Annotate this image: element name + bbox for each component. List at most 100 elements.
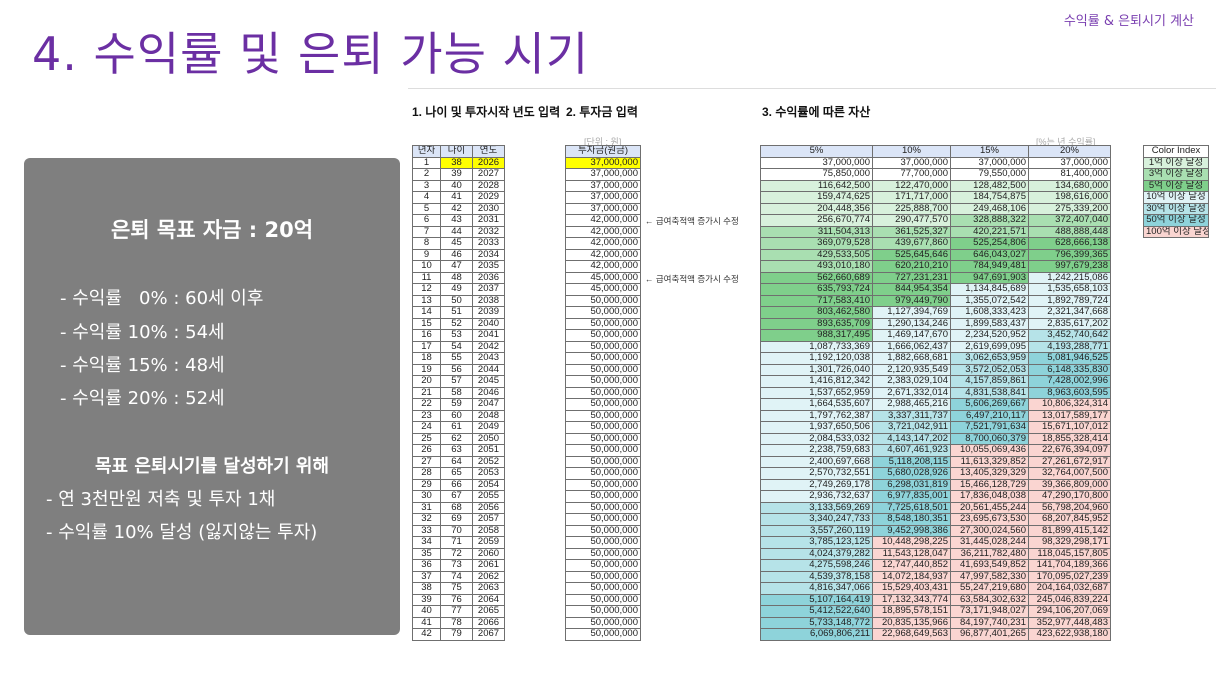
year-cell: 2059 <box>472 536 505 549</box>
investment-cell: 50,000,000 <box>565 616 641 629</box>
asset-cell: 79,550,000 <box>950 168 1029 181</box>
asset-cell: 68,207,845,952 <box>1028 513 1111 526</box>
table-row: 2 39 2027 <box>412 168 505 181</box>
year-index-cell: 7 <box>412 225 441 238</box>
asset-cell: 17,836,048,038 <box>950 490 1029 503</box>
asset-cell: 11,613,329,852 <box>950 455 1029 468</box>
table-row: 5 42 2030 <box>412 202 505 215</box>
table-row: 50,000,000 <box>565 605 641 618</box>
spreadsheet: 1. 나이 및 투자시작 년도 입력 2. 투자금 입력 3. 수익률에 따른 … <box>408 88 1216 644</box>
year-index-cell: 35 <box>412 547 441 560</box>
asset-cell: 245,046,839,224 <box>1028 593 1111 606</box>
year-cell: 2062 <box>472 570 505 583</box>
year-index-cell: 16 <box>412 329 441 342</box>
asset-cell: 525,254,806 <box>950 237 1029 250</box>
table-row: 2,749,269,178 6,298,031,819 15,466,128,729… <box>760 478 1111 491</box>
table-row: 24 61 2049 <box>412 421 505 434</box>
asset-cell: 47,290,170,800 <box>1028 490 1111 503</box>
asset-cell: 646,043,027 <box>950 248 1029 261</box>
asset-cell: 204,448,356 <box>760 202 873 215</box>
legend-item: 30억 이상 달성 <box>1143 202 1209 215</box>
year-index-cell: 41 <box>412 616 441 629</box>
asset-cell: 1,290,134,246 <box>872 317 951 330</box>
table-row: 159,474,625 171,717,000 184,754,875 198,616… <box>760 191 1111 204</box>
year-cell: 2061 <box>472 559 505 572</box>
table-row: 16 53 2041 <box>412 329 505 342</box>
table-row: 3 40 2028 <box>412 179 505 192</box>
table-row: 2,570,732,551 5,680,028,926 13,405,329,329… <box>760 467 1111 480</box>
asset-cell: 37,000,000 <box>872 156 951 169</box>
table-row: 50,000,000 <box>565 306 641 319</box>
age-cell: 67 <box>440 490 473 503</box>
age-cell: 44 <box>440 225 473 238</box>
asset-cell: 170,095,027,239 <box>1028 570 1111 583</box>
table-row: 13 50 2038 <box>412 294 505 307</box>
table-row: 50,000,000 <box>565 628 641 641</box>
asset-cell: 5,680,028,926 <box>872 467 951 480</box>
asset-cell: 2,400,697,668 <box>760 455 873 468</box>
investment-cell: 50,000,000 <box>565 329 641 342</box>
table-row: 8 45 2033 <box>412 237 505 250</box>
table-row: 37 74 2062 <box>412 570 505 583</box>
year-cell: 2048 <box>472 409 505 422</box>
age-cell: 70 <box>440 524 473 537</box>
investment-cell: 50,000,000 <box>565 352 641 365</box>
year-cell: 2051 <box>472 444 505 457</box>
table-row: 5,733,148,772 20,835,135,966 84,197,740,23… <box>760 616 1111 629</box>
investment-cell: 37,000,000 <box>565 179 641 192</box>
year-index-cell: 26 <box>412 444 441 457</box>
asset-cell: 10,448,298,225 <box>872 536 951 549</box>
year-cell: 2054 <box>472 478 505 491</box>
asset-cell: 171,717,000 <box>872 191 951 204</box>
asset-cell: 1,882,668,681 <box>872 352 951 365</box>
asset-cell: 988,317,495 <box>760 329 873 342</box>
investment-cell: 50,000,000 <box>565 421 641 434</box>
table-row: 311,504,313 361,525,327 420,221,571 488,888… <box>760 225 1111 238</box>
asset-cell: 15,671,107,012 <box>1028 421 1111 434</box>
investment-cell: 50,000,000 <box>565 490 641 503</box>
col-header-rate-5: 5% <box>760 145 873 158</box>
table-row: 42,000,000 <box>565 260 641 273</box>
asset-cell: 10,055,069,436 <box>950 444 1029 457</box>
asset-cell: 17,132,343,774 <box>872 593 951 606</box>
table-row: 3,133,569,269 7,725,618,501 20,561,455,244… <box>760 501 1111 514</box>
table-row: 32 69 2057 <box>412 513 505 526</box>
year-index-cell: 17 <box>412 340 441 353</box>
asset-cell: 12,747,440,852 <box>872 559 951 572</box>
asset-cell: 6,069,806,211 <box>760 628 873 641</box>
legend-item: 10억 이상 달성 <box>1143 191 1209 204</box>
asset-cell: 39,366,809,000 <box>1028 478 1111 491</box>
col-header-rate-15: 15% <box>950 145 1029 158</box>
table-row: 22 59 2047 <box>412 398 505 411</box>
asset-cell: 249,468,106 <box>950 202 1029 215</box>
table-row: 50,000,000 <box>565 478 641 491</box>
investment-cell: 37,000,000 <box>565 156 641 169</box>
year-cell: 2033 <box>472 237 505 250</box>
asset-cell: 1,134,845,689 <box>950 283 1029 296</box>
investment-cell: 45,000,000 <box>565 271 641 284</box>
year-cell: 2031 <box>472 214 505 227</box>
table-row: 1,664,535,607 2,988,465,216 5,606,269,667 1… <box>760 398 1111 411</box>
age-cell: 66 <box>440 478 473 491</box>
year-cell: 2034 <box>472 248 505 261</box>
asset-cell: 2,238,759,683 <box>760 444 873 457</box>
table-row: 6 43 2031 <box>412 214 505 227</box>
asset-cell: 5,107,164,419 <box>760 593 873 606</box>
year-cell: 2032 <box>472 225 505 238</box>
asset-cell: 96,877,401,265 <box>950 628 1029 641</box>
age-cell: 47 <box>440 260 473 273</box>
investment-cell: 50,000,000 <box>565 570 641 583</box>
year-index-cell: 23 <box>412 409 441 422</box>
asset-cell: 5,606,269,667 <box>950 398 1029 411</box>
investment-cell: 50,000,000 <box>565 582 641 595</box>
asset-cell: 32,764,007,500 <box>1028 467 1111 480</box>
age-cell: 40 <box>440 179 473 192</box>
table-row: 18 55 2043 <box>412 352 505 365</box>
year-index-cell: 24 <box>412 421 441 434</box>
year-index-cell: 38 <box>412 582 441 595</box>
asset-cell: 488,888,448 <box>1028 225 1111 238</box>
age-cell: 46 <box>440 248 473 261</box>
table-row: 1,192,120,038 1,882,668,681 3,062,653,959 5… <box>760 352 1111 365</box>
year-cell: 2038 <box>472 294 505 307</box>
table-row: 988,317,495 1,469,147,670 2,234,520,952 3,4… <box>760 329 1111 342</box>
